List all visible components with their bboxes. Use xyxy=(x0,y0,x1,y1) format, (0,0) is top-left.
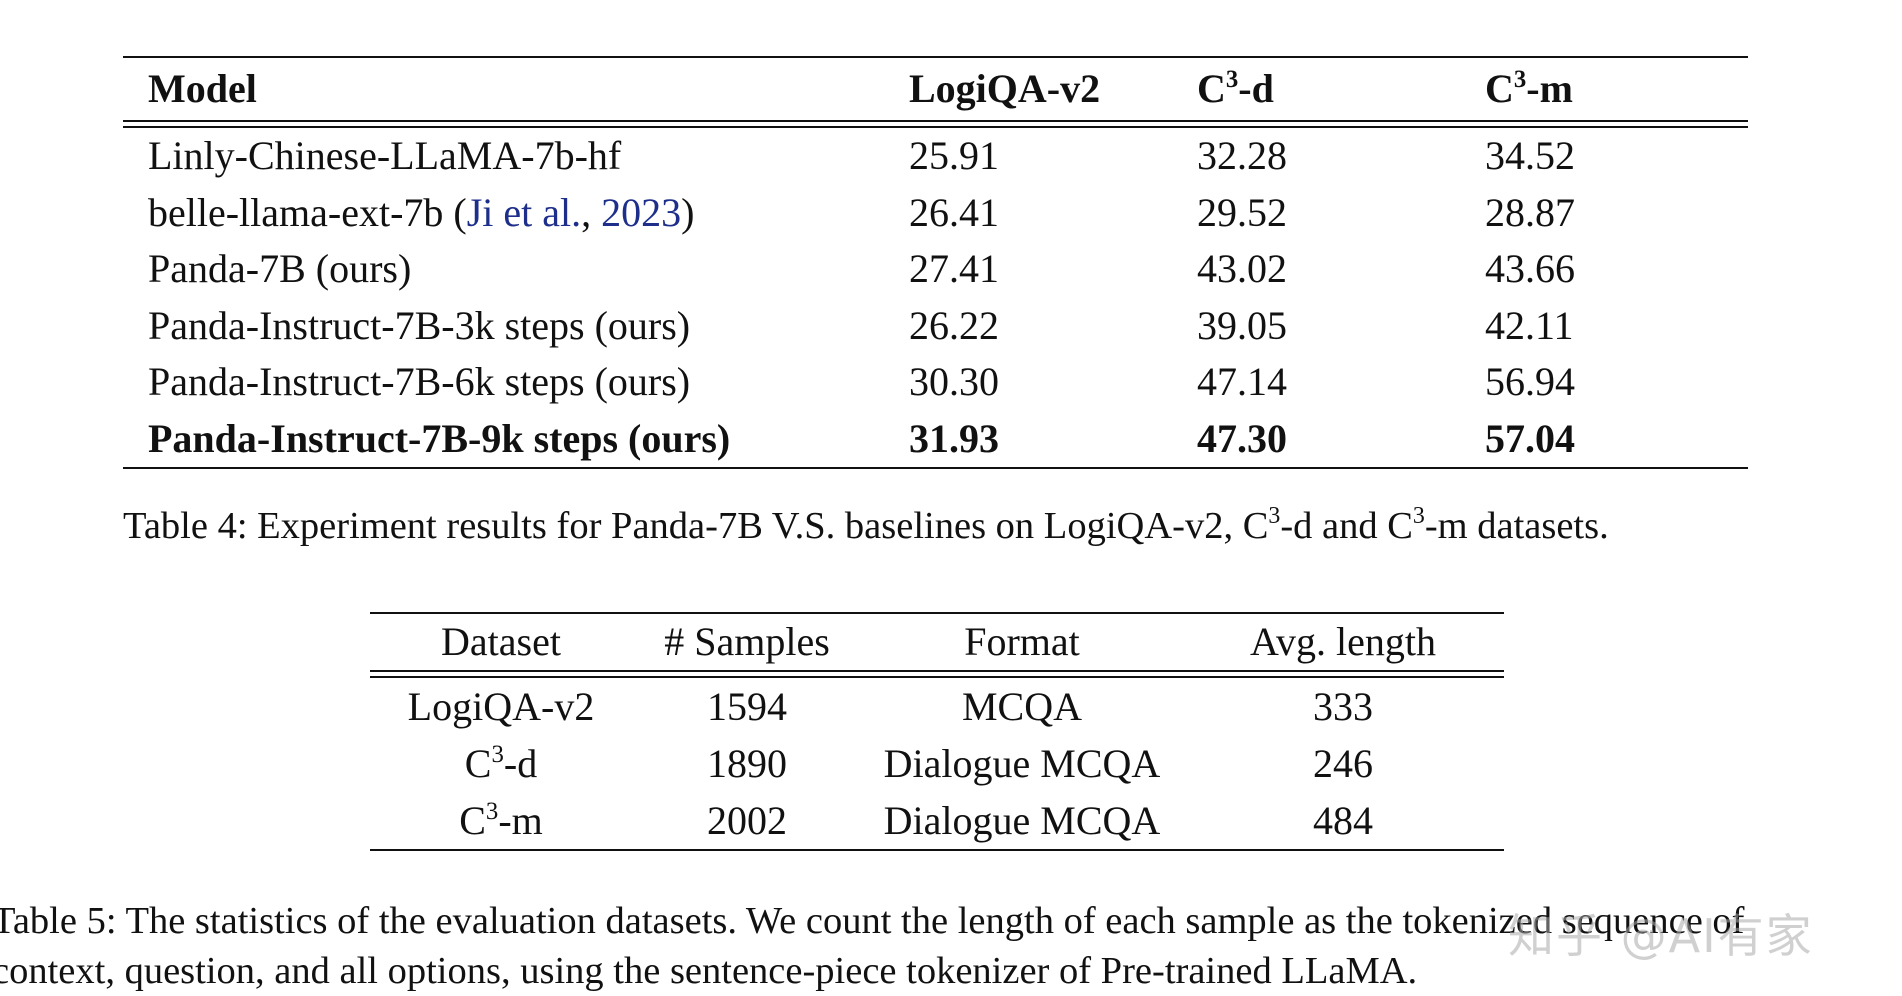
cell-format: Dialogue MCQA xyxy=(883,741,1161,786)
table-row: C3-d 1890 Dialogue MCQA 246 xyxy=(370,735,1504,792)
top-rule xyxy=(123,56,1748,58)
cell-logiqa: 30.30 xyxy=(909,359,999,404)
cell-c3d: 39.05 xyxy=(1197,302,1287,348)
dataset-suffix: -m xyxy=(498,798,543,843)
mid-rule-1 xyxy=(123,120,1748,122)
cell-c3m: 28.87 xyxy=(1485,189,1575,235)
citation-year-link[interactable]: 2023 xyxy=(601,189,682,235)
table-5-caption: Table 5: The statistics of the evaluatio… xyxy=(0,896,1892,996)
cell-avg-length: 484 xyxy=(1313,798,1373,843)
table-row: Panda-Instruct-7B-3k steps (ours) 26.22 … xyxy=(123,298,1748,355)
caption-line-2: context, question, and all options, usin… xyxy=(0,950,1418,992)
cell-model: Panda-Instruct-7B-6k steps (ours) xyxy=(148,359,691,404)
cell-c3m: 42.11 xyxy=(1485,302,1574,348)
cell-c3m: 57.04 xyxy=(1485,415,1575,461)
cell-c3d: 32.28 xyxy=(1197,133,1287,178)
table-row: C3-m 2002 Dialogue MCQA 484 xyxy=(370,792,1504,849)
cell-logiqa: 27.41 xyxy=(909,246,999,291)
table-row: LogiQA-v2 1594 MCQA 333 xyxy=(370,678,1504,735)
caption-part3: -m datasets. xyxy=(1424,505,1609,547)
cell-model: Linly-Chinese-LLaMA-7b-hf xyxy=(148,133,622,178)
cell-logiqa: 26.22 xyxy=(909,302,999,348)
model-suffix: ) xyxy=(681,189,695,235)
cell-format: Dialogue MCQA xyxy=(883,798,1161,843)
cell-dataset: C3-m xyxy=(370,792,632,849)
header-c3m-suffix: -m xyxy=(1526,66,1573,111)
header-c3d: C3-d xyxy=(1197,58,1274,120)
cell-c3m: 56.94 xyxy=(1485,359,1575,404)
cell-avg-length: 246 xyxy=(1313,741,1373,786)
cell-model: Panda-Instruct-7B-9k steps (ours) xyxy=(148,415,731,461)
dataset-base: C xyxy=(464,741,492,786)
cell-c3d: 47.30 xyxy=(1197,415,1287,461)
table-row: Panda-7B (ours) 27.41 43.02 43.66 xyxy=(123,241,1748,298)
cell-c3d: 29.52 xyxy=(1197,189,1287,235)
cell-c3m: 43.66 xyxy=(1485,246,1575,291)
caption-part2: -d and C xyxy=(1280,505,1413,547)
cell-logiqa: 26.41 xyxy=(909,189,999,235)
cell-c3d: 43.02 xyxy=(1197,246,1287,291)
bottom-rule xyxy=(370,849,1504,851)
header-c3d-base: C xyxy=(1197,66,1226,111)
table-4: Model LogiQA-v2 C3-d C3-m Linly-Chinese-… xyxy=(123,56,1748,469)
mid-rule-2 xyxy=(370,676,1504,678)
mid-rule-1 xyxy=(370,670,1504,672)
header-c3m-base: C xyxy=(1485,66,1514,111)
cell-samples: 1890 xyxy=(707,741,787,786)
cell-dataset: C3-d xyxy=(370,735,632,792)
bottom-rule xyxy=(123,467,1748,469)
cell-samples: 1594 xyxy=(707,684,787,729)
cell-format: MCQA xyxy=(961,684,1083,729)
dataset-sup: 3 xyxy=(485,797,499,825)
cell-logiqa: 25.91 xyxy=(909,133,999,178)
header-c3m: C3-m xyxy=(1485,58,1573,120)
dataset-sup: 3 xyxy=(491,740,504,768)
table-5-header-row: Dataset # Samples Format Avg. length xyxy=(370,614,1504,670)
watermark: 知乎 @AI有家 xyxy=(1508,909,1814,963)
cell-c3m: 34.52 xyxy=(1485,133,1575,178)
header-c3d-sup: 3 xyxy=(1225,65,1239,93)
top-rule xyxy=(370,612,1504,614)
table-4-header-row: Model LogiQA-v2 C3-d C3-m xyxy=(123,58,1748,120)
header-avg-length: Avg. length xyxy=(1250,619,1436,664)
cell-model: Panda-Instruct-7B-3k steps (ours) xyxy=(148,302,691,348)
cell-c3d: 47.14 xyxy=(1197,359,1287,404)
header-samples: # Samples xyxy=(664,619,830,664)
table-5: Dataset # Samples Format Avg. length Log… xyxy=(370,612,1504,851)
header-format: Format xyxy=(964,619,1080,664)
table-row: Panda-Instruct-7B-6k steps (ours) 30.30 … xyxy=(123,354,1748,411)
header-logiqa: LogiQA-v2 xyxy=(909,66,1101,111)
caption-sup1: 3 xyxy=(1268,503,1281,530)
caption-part1: Table 4: Experiment results for Panda-7B… xyxy=(123,505,1269,547)
caption-sup2: 3 xyxy=(1412,503,1425,530)
table-row: belle-llama-ext-7b (Ji et al., 2023) 26.… xyxy=(123,185,1748,242)
citation-authors-link[interactable]: Ji et al. xyxy=(466,189,582,235)
table-4-caption: Table 4: Experiment results for Panda-7B… xyxy=(123,504,1823,548)
header-dataset: Dataset xyxy=(441,619,561,664)
cell-samples: 2002 xyxy=(707,798,787,843)
table-row: Linly-Chinese-LLaMA-7b-hf 25.91 32.28 34… xyxy=(123,128,1748,185)
caption-line-1: Table 5: The statistics of the evaluatio… xyxy=(0,900,1745,942)
dataset-suffix: -d xyxy=(503,741,538,786)
model-prefix: belle-llama-ext-7b ( xyxy=(148,189,467,235)
header-model: Model xyxy=(148,66,257,111)
header-c3d-suffix: -d xyxy=(1238,66,1274,111)
header-c3m-sup: 3 xyxy=(1513,65,1527,93)
dataset-base: C xyxy=(459,798,486,843)
table-row-best: Panda-Instruct-7B-9k steps (ours) 31.93 … xyxy=(123,411,1748,468)
mid-rule-2 xyxy=(123,126,1748,128)
cell-logiqa: 31.93 xyxy=(909,415,999,461)
cell-model: Panda-7B (ours) xyxy=(148,246,412,291)
cell-avg-length: 333 xyxy=(1313,684,1373,729)
cell-model: belle-llama-ext-7b (Ji et al., 2023) xyxy=(148,185,694,242)
cell-dataset: LogiQA-v2 xyxy=(407,684,595,729)
citation-separator: , xyxy=(581,189,602,235)
